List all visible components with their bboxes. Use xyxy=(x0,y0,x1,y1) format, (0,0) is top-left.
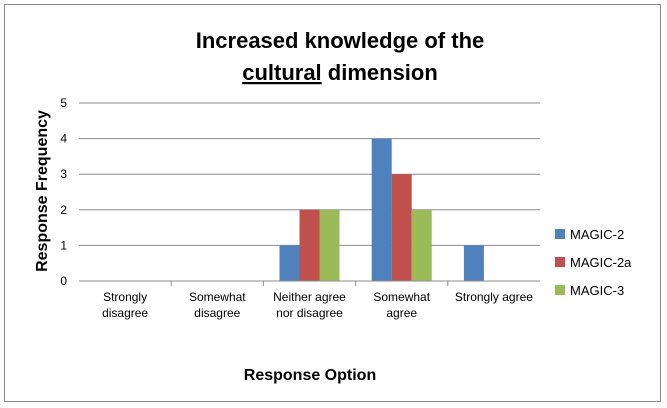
legend-label: MAGIC-3 xyxy=(570,283,624,298)
legend-swatch-magic-2 xyxy=(555,229,565,239)
bar-magic-3 xyxy=(319,209,340,281)
legend: MAGIC-2 MAGIC-2a MAGIC-3 xyxy=(555,227,632,298)
bar-magic-3 xyxy=(411,209,432,281)
bar-magic-2a xyxy=(391,174,412,281)
bar-magic-2a xyxy=(299,209,320,281)
legend-label: MAGIC-2a xyxy=(570,255,632,270)
y-tick-label: 5 xyxy=(60,96,67,110)
legend-swatch-magic-3 xyxy=(555,285,565,295)
x-tick-label: Strongly agree xyxy=(455,290,533,304)
y-tick-label: 0 xyxy=(60,274,67,288)
chart-title-rest: dimension xyxy=(322,60,438,85)
x-tick-label: Somewhat agree xyxy=(373,290,430,320)
x-tick-labels: Strongly disagree Somewhat disagree Neither … xyxy=(102,281,533,320)
y-tick-label: 2 xyxy=(60,203,67,217)
x-axis-title: Response Option xyxy=(244,367,376,384)
chart-frame xyxy=(4,4,661,402)
legend-swatch-magic-2a xyxy=(555,257,565,267)
bar-magic-2 xyxy=(371,138,392,281)
y-tick-label: 3 xyxy=(60,167,67,181)
chart-title-line1: Increased knowledge of the xyxy=(196,28,485,53)
y-tick-label: 4 xyxy=(60,132,67,146)
chart-title-underlined: cultural xyxy=(242,60,321,85)
y-axis-title: Response Frequency xyxy=(34,110,51,272)
chart-title-line2: cultural dimension xyxy=(242,60,438,85)
y-tick-labels: 0 1 2 3 4 5 xyxy=(60,96,67,288)
y-tick-label: 1 xyxy=(60,238,67,252)
x-tick-label: Strongly disagree xyxy=(102,290,148,320)
x-tick-label: Neither agree nor disagree xyxy=(273,290,346,320)
bar-magic-2 xyxy=(279,245,300,281)
bar-magic-2 xyxy=(463,245,484,281)
legend-label: MAGIC-2 xyxy=(570,227,624,242)
x-tick-label: Somewhat disagree xyxy=(189,290,246,320)
bars xyxy=(279,138,484,281)
